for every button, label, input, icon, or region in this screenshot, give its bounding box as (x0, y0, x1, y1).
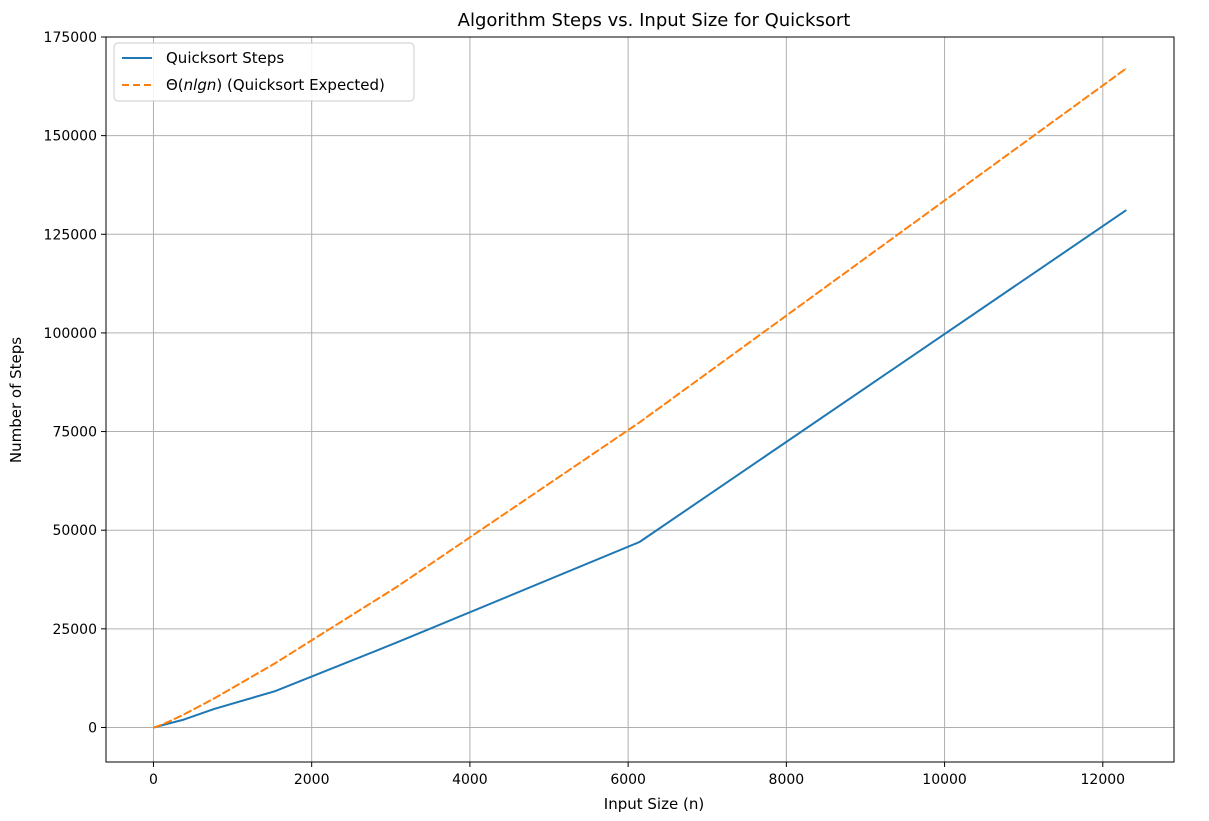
legend-label-math: nlgn (184, 76, 217, 94)
series-line-quicksort-steps (153, 209, 1127, 729)
x-tick-label: 10000 (922, 772, 967, 788)
data-point (395, 586, 398, 588)
data-point (183, 713, 185, 716)
x-tick-label: 0 (149, 772, 158, 788)
data-point (274, 662, 276, 664)
data-point (213, 697, 215, 700)
series-line-quicksort-expected (153, 67, 1127, 729)
data-point (213, 708, 215, 710)
y-axis-title: Number of Steps (7, 337, 25, 463)
x-tick-label: 8000 (769, 772, 805, 788)
data-point (638, 421, 641, 424)
legend-label-quicksort-steps: Quicksort Steps (166, 49, 284, 67)
legend-label-quicksort-expected: Θ(nlgn) (Quicksort Expected) (166, 76, 385, 94)
x-axis-title: Input Size (n) (604, 795, 704, 813)
x-tick-label: 4000 (452, 772, 488, 788)
series-layer (153, 67, 1127, 729)
y-tick-label: 75000 (52, 425, 97, 441)
data-point (168, 722, 170, 725)
y-tick-label: 150000 (44, 129, 97, 145)
x-tick-label: 6000 (610, 772, 646, 788)
y-tick-label: 125000 (44, 227, 97, 243)
plot-frame (105, 36, 1175, 763)
data-point (638, 541, 641, 543)
y-tick-label: 0 (88, 720, 97, 736)
legend-label-prefix: Θ( (166, 76, 184, 94)
x-tick-label: 12000 (1081, 772, 1126, 788)
data-point (153, 726, 155, 728)
data-point (274, 690, 276, 692)
x-tick-label: 2000 (294, 772, 330, 788)
grid (106, 36, 1174, 762)
data-point (395, 642, 398, 644)
y-tick-label: 100000 (44, 326, 97, 342)
data-point (1124, 210, 1127, 212)
data-point (168, 721, 170, 723)
chart-title: Algorithm Steps vs. Input Size for Quick… (458, 10, 851, 31)
y-tick-label: 50000 (52, 523, 97, 539)
legend: Quicksort Steps Θ(nlgn) (Quicksort Expec… (113, 42, 415, 102)
legend-box (113, 42, 415, 102)
data-point (156, 725, 158, 728)
legend-label-suffix: ) (Quicksort Expected) (216, 76, 385, 94)
data-point (1124, 68, 1127, 70)
data-point (160, 724, 162, 726)
y-tick-label: 25000 (52, 622, 97, 638)
y-tick-label: 175000 (44, 30, 97, 46)
ticks: 0 2000 4000 6000 8000 10000 12000 0 25000 50000 75… (44, 30, 1126, 788)
data-point (183, 718, 185, 721)
